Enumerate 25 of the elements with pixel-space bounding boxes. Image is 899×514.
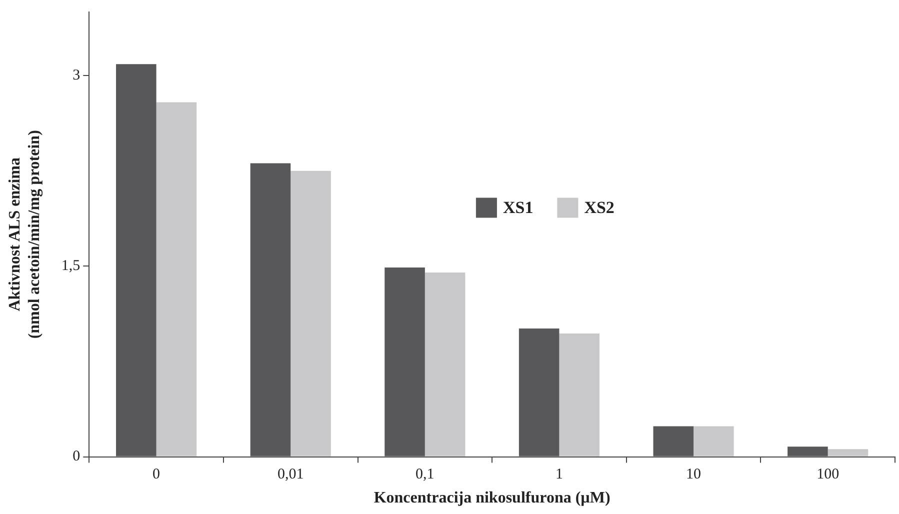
bar (384, 267, 425, 456)
y-tick-label: 3 (72, 67, 80, 84)
x-tick-label: 0,1 (416, 466, 434, 483)
x-tick-label: 100 (816, 466, 840, 483)
x-tick-label: 10 (686, 466, 702, 483)
x-tick-label: 1 (555, 466, 563, 483)
y-tick-label: 0 (72, 448, 80, 465)
bar (290, 170, 331, 456)
x-tick-label: 0,01 (277, 466, 304, 483)
legend-label: XS1 (502, 198, 534, 218)
bar (788, 446, 828, 456)
bar (694, 426, 734, 456)
bar (518, 328, 560, 456)
bar (424, 272, 466, 456)
y-axis-title: Aktivnost ALS enzima (nmol acetoin/min/mg protein) (6, 130, 43, 339)
x-axis-title: Koncentracija nikosulfurona (µM) (374, 490, 610, 507)
bar (828, 449, 868, 456)
bar (653, 426, 694, 456)
legend-label: XS2 (584, 198, 614, 218)
bar (116, 64, 156, 456)
x-tick-label: 0 (152, 466, 160, 483)
bar (559, 334, 600, 456)
bar (250, 163, 291, 456)
y-tick-label: 1,5 (61, 258, 80, 274)
bar (156, 102, 197, 456)
